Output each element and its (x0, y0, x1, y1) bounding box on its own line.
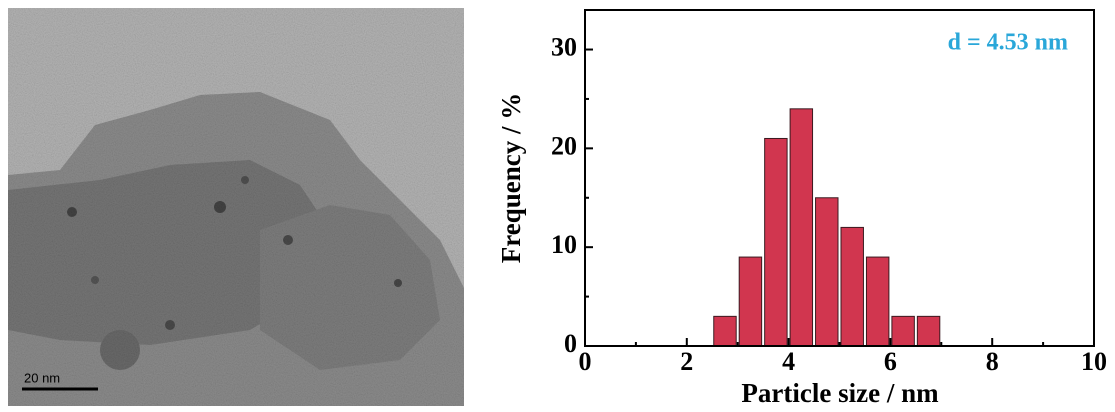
x-tick-label: 4 (782, 347, 795, 376)
bar (738, 256, 763, 347)
x-axis-label: Particle size / nm (741, 378, 939, 408)
x-tick-label: 8 (986, 347, 999, 376)
bar (764, 137, 788, 347)
scale-bar-label: 20 nm (24, 370, 60, 385)
bar (713, 315, 737, 347)
bar (815, 197, 839, 347)
x-tick-label: 6 (884, 347, 897, 376)
x-tick-label: 10 (1081, 347, 1107, 376)
y-tick-label: 20 (551, 131, 577, 160)
bar (865, 256, 890, 347)
y-tick-label: 30 (551, 32, 577, 61)
bar (789, 108, 814, 347)
tem-image (8, 8, 464, 406)
x-tick-label: 0 (579, 347, 592, 376)
bar (891, 315, 915, 347)
y-axis-label: Frequency / % (496, 93, 526, 264)
y-tick-label: 0 (564, 329, 577, 358)
y-tick-label: 10 (551, 230, 577, 259)
bar (840, 226, 864, 347)
x-tick-label: 2 (680, 347, 693, 376)
annotation: d = 4.53 nm (948, 30, 1068, 56)
plot-frame (584, 9, 1095, 347)
bar (916, 315, 941, 347)
